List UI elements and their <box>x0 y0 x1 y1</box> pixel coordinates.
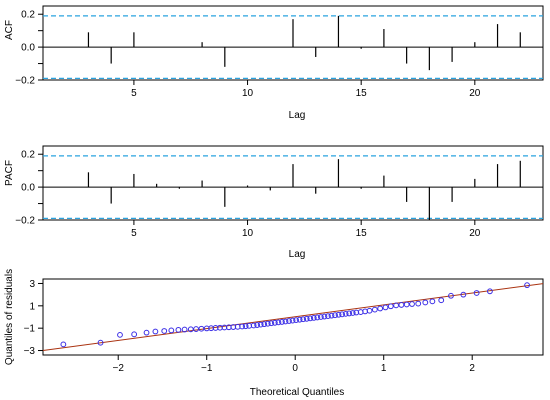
pacf-ytick-label: −0.2 <box>15 216 35 227</box>
pacf-frame <box>42 145 544 221</box>
qq-point <box>289 317 296 324</box>
qq-point <box>300 316 307 323</box>
qq-point <box>143 329 150 336</box>
qq-reference-line <box>42 283 544 352</box>
qq-point <box>438 297 445 304</box>
qq-point <box>187 326 194 333</box>
qq-ytick-label: −1 <box>24 324 36 335</box>
qq-point <box>524 282 530 289</box>
qq-point <box>254 322 261 328</box>
qq-frame <box>42 278 544 356</box>
qq-point <box>473 290 480 296</box>
qq-point <box>97 339 104 346</box>
qq-point <box>328 312 335 319</box>
pacf-xtick-label: 15 <box>356 228 368 239</box>
qq-point <box>307 315 314 322</box>
qq-point <box>193 326 199 332</box>
acf-xtick-label: 20 <box>469 88 481 99</box>
qq-point <box>398 302 405 308</box>
qq-point <box>268 320 275 327</box>
qq-point <box>310 314 317 321</box>
qq-point <box>286 318 292 324</box>
qq-point <box>346 310 353 317</box>
qq-point <box>325 313 331 320</box>
qq-point <box>460 291 467 298</box>
qq-point <box>279 319 285 325</box>
qq-ytick-label: 1 <box>29 301 35 312</box>
acf-xtick-label: 5 <box>131 88 137 99</box>
qq-point <box>175 326 182 333</box>
acf-frame <box>42 5 544 81</box>
qq-point <box>349 310 356 316</box>
qq-ytick-label: 3 <box>29 279 35 290</box>
qq-xtick-label: 1 <box>381 363 387 374</box>
qq-point <box>275 319 282 326</box>
acf-ytick-label: 0.0 <box>21 43 35 54</box>
acf-ytick-label: 0.2 <box>21 10 35 21</box>
qq-xlabel: Theoretical Quantiles <box>250 387 345 398</box>
qq-point <box>296 316 303 323</box>
qq-point <box>335 311 342 318</box>
qq-point <box>342 310 349 317</box>
qq-point <box>257 321 264 328</box>
qq-point <box>422 299 429 306</box>
pacf-panel: PACF Lag 5 10 15 20 −0.2 0.0 0.2 <box>4 145 544 260</box>
qq-point <box>332 312 338 319</box>
qq-point <box>448 292 454 299</box>
qq-point <box>321 313 328 320</box>
pacf-xtick-label: 20 <box>469 228 481 239</box>
qq-point <box>271 319 278 326</box>
qq-xtick-label: −2 <box>113 363 125 374</box>
qq-point <box>382 304 389 311</box>
qq-point <box>282 318 289 325</box>
pacf-xtick-label: 10 <box>242 228 254 239</box>
qq-xtick-label: −1 <box>201 363 213 374</box>
acf-xlabel: Lag <box>289 110 306 121</box>
qq-point <box>168 327 175 334</box>
qq-point <box>339 311 346 318</box>
qq-point <box>487 288 493 295</box>
qq-point <box>131 331 138 338</box>
qq-ylabel: Quantiles of residuals <box>4 269 15 365</box>
qq-point <box>117 331 123 338</box>
qq-xtick-label: 0 <box>292 363 298 374</box>
pacf-ytick-label: 0.0 <box>21 183 35 194</box>
acf-panel: ACF Lag 5 10 15 20 −0.2 0.0 0.2 <box>4 5 544 121</box>
pacf-ytick-label: 0.2 <box>21 150 35 161</box>
qq-point <box>60 341 67 348</box>
pacf-xtick-label: 5 <box>131 228 137 239</box>
qq-point <box>371 306 378 313</box>
acf-xtick-label: 10 <box>242 88 254 99</box>
qq-point <box>387 303 394 310</box>
qq-point <box>403 301 410 308</box>
qq-point <box>409 301 415 307</box>
qq-point <box>181 326 188 333</box>
qq-point <box>317 314 324 320</box>
qq-point <box>264 320 271 327</box>
qq-point <box>198 325 205 332</box>
qq-point <box>250 322 257 329</box>
qq-panel: Quantiles of residuals Theoretical Quant… <box>4 269 544 398</box>
qq-point <box>415 300 422 307</box>
qq-point <box>303 315 310 322</box>
pacf-ylabel: PACF <box>4 160 15 186</box>
qq-point <box>239 323 246 330</box>
qq-point <box>242 323 249 330</box>
acf-ytick-label: −0.2 <box>15 76 35 87</box>
qq-point <box>314 314 321 321</box>
qq-point <box>293 317 299 324</box>
qq-point <box>366 307 373 314</box>
qq-point <box>393 302 399 309</box>
pacf-xlabel: Lag <box>289 249 306 260</box>
qq-point <box>261 321 268 328</box>
qq-point <box>377 305 384 312</box>
qq-point <box>429 298 436 305</box>
qq-point <box>152 328 159 335</box>
qq-xtick-label: 2 <box>469 363 475 374</box>
qq-point <box>161 328 168 334</box>
acf-xtick-label: 15 <box>356 88 368 99</box>
qq-ytick-label: −3 <box>24 346 36 357</box>
acf-ylabel: ACF <box>4 20 15 40</box>
